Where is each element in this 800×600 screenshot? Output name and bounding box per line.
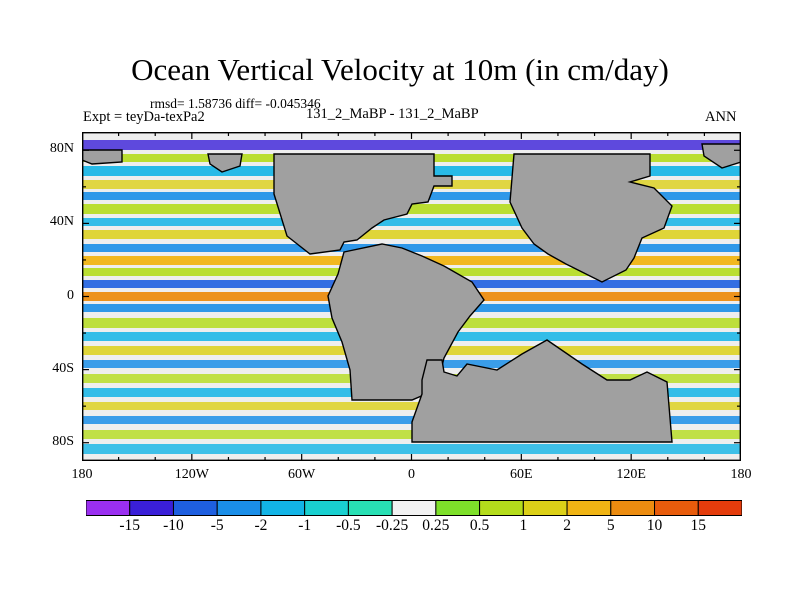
colorbar-label: 1 xyxy=(519,517,528,534)
map-plot xyxy=(82,132,741,461)
axis-ticks xyxy=(82,132,741,461)
colorbar-label: -15 xyxy=(119,517,141,534)
experiment-label: Expt = teyDa-texPa2 xyxy=(83,109,205,125)
velocity-band xyxy=(82,218,741,226)
colorbar-label: 0.25 xyxy=(422,517,450,534)
chart-title: Ocean Vertical Velocity at 10m (in cm/da… xyxy=(131,52,669,87)
velocity-band xyxy=(82,244,741,252)
land-greenland xyxy=(82,149,123,165)
land-antarctica xyxy=(411,339,673,443)
velocity-band xyxy=(82,140,741,150)
colorbar-label: -0.5 xyxy=(336,517,361,534)
colorbar-label: 5 xyxy=(606,517,615,534)
runs-label: 131_2_MaBP - 131_2_MaBP xyxy=(306,106,479,122)
land-north-america xyxy=(273,153,453,255)
x-tick-label: 120W xyxy=(174,467,209,482)
colorbar-box xyxy=(347,500,393,516)
x-tick-label: 0 xyxy=(408,467,415,482)
colorbar-label: -2 xyxy=(254,517,268,534)
colorbar-box xyxy=(86,500,131,516)
colorbar-label: 0.5 xyxy=(469,517,490,534)
x-tick-label: 180 xyxy=(71,467,93,482)
colorbar-box xyxy=(172,500,218,516)
colorbar-label: -5 xyxy=(210,517,224,534)
colorbar-label: -1 xyxy=(298,517,312,534)
colorbar-label: -10 xyxy=(163,517,184,534)
x-tick-label: 120E xyxy=(616,467,646,482)
colorbar-box xyxy=(216,500,262,516)
season-label: ANN xyxy=(705,109,737,125)
colorbar-box xyxy=(129,500,174,516)
velocity-band xyxy=(82,230,741,239)
colorbar-label: 10 xyxy=(646,517,663,534)
velocity-band xyxy=(82,416,741,424)
velocity-band xyxy=(82,402,741,410)
colorbar-box xyxy=(304,500,349,516)
colorbar-box xyxy=(260,500,306,516)
colorbar xyxy=(86,500,742,516)
velocity-band xyxy=(82,204,741,214)
colorbar-box xyxy=(479,500,524,516)
x-tick-label: 60W xyxy=(288,467,316,482)
velocity-band xyxy=(82,444,741,454)
y-tick-label: 80S xyxy=(52,433,74,449)
land-arctic-islands xyxy=(207,153,243,173)
y-tick-label: 0 xyxy=(67,287,74,303)
y-tick-label: 80N xyxy=(49,141,74,157)
colorbar-label: -0.25 xyxy=(375,517,409,534)
land-arctic-east xyxy=(701,143,741,169)
stats-label: rmsd= 1.58736 diff= -0.045346 xyxy=(150,96,321,111)
colorbar-box xyxy=(610,500,656,516)
colorbar-box xyxy=(522,500,568,516)
land-masses xyxy=(82,143,741,443)
y-tick-label: 40S xyxy=(52,360,74,376)
colorbar-box xyxy=(435,500,481,516)
colorbar-box xyxy=(654,500,699,516)
colorbar-box xyxy=(391,500,437,516)
y-tick-label: 40N xyxy=(49,214,74,230)
colorbar-label: 2 xyxy=(563,517,571,534)
land-eurasia-africa xyxy=(509,153,673,283)
colorbar-box xyxy=(566,500,612,516)
colorbar-box xyxy=(697,500,742,516)
colorbar-label: 15 xyxy=(690,517,707,534)
x-tick-label: 60E xyxy=(510,467,533,482)
x-tick-label: 180 xyxy=(730,467,752,482)
